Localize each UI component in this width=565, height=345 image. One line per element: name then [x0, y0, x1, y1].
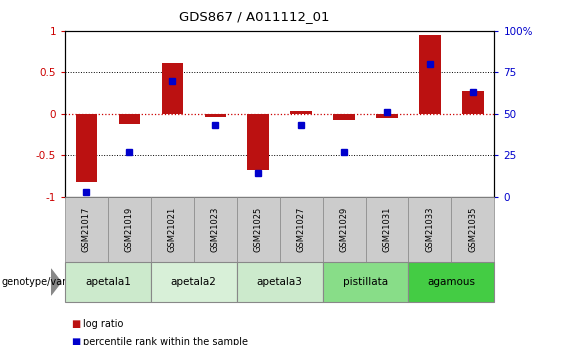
Bar	[419, 35, 441, 114]
Text: apetala2: apetala2	[171, 277, 217, 287]
Text: GSM21019: GSM21019	[125, 207, 134, 252]
Bar	[162, 62, 183, 114]
Text: GSM21023: GSM21023	[211, 207, 220, 252]
Text: GSM21035: GSM21035	[468, 207, 477, 252]
Bar	[376, 114, 398, 118]
Text: ■: ■	[71, 337, 80, 345]
Text: GSM21029: GSM21029	[340, 207, 349, 252]
Text: apetala3: apetala3	[257, 277, 303, 287]
Text: percentile rank within the sample: percentile rank within the sample	[83, 337, 248, 345]
Text: genotype/variation: genotype/variation	[1, 277, 94, 287]
Text: GSM21025: GSM21025	[254, 207, 263, 252]
Text: GDS867 / A011112_01: GDS867 / A011112_01	[179, 10, 329, 23]
Text: GSM21033: GSM21033	[425, 207, 434, 252]
Polygon shape	[51, 269, 61, 295]
Text: log ratio: log ratio	[83, 319, 123, 329]
Bar	[76, 114, 97, 182]
Text: GSM21021: GSM21021	[168, 207, 177, 252]
Text: GSM21027: GSM21027	[297, 207, 306, 252]
Text: apetala1: apetala1	[85, 277, 131, 287]
Bar	[205, 114, 226, 117]
Bar	[462, 91, 484, 114]
Text: agamous: agamous	[428, 277, 475, 287]
Text: GSM21017: GSM21017	[82, 207, 91, 252]
Bar	[247, 114, 269, 170]
Bar	[333, 114, 355, 120]
Bar	[290, 111, 312, 114]
Text: GSM21031: GSM21031	[383, 207, 392, 252]
Text: ■: ■	[71, 319, 80, 329]
Bar	[119, 114, 140, 124]
Text: pistillata: pistillata	[343, 277, 388, 287]
